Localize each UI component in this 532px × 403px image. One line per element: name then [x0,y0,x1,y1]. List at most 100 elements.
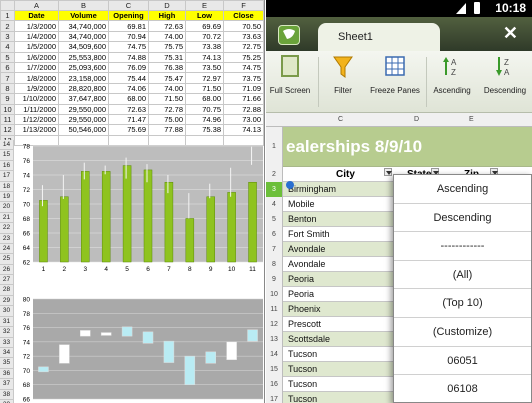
table-cell[interactable]: 23,158,000 [58,72,109,84]
table-cell[interactable]: 72.97 [185,72,224,84]
table-cell[interactable]: 50,546,000 [58,124,109,136]
table-cell[interactable]: 72.78 [148,103,186,115]
row-number[interactable]: 27 [0,275,13,286]
table-cell[interactable]: 70.72 [185,30,224,43]
table-cell[interactable]: 1/8/2000 [14,72,59,84]
app-icon[interactable] [278,25,300,45]
city-cell[interactable]: Prescott [288,319,322,329]
row-number[interactable]: 9 [266,272,283,287]
row-number[interactable]: 7 [266,242,283,257]
row-number[interactable]: 21 [0,213,13,224]
table-cell[interactable]: 1/9/2000 [14,82,59,95]
row-number[interactable]: 12 [266,317,283,332]
table-cell[interactable]: 1/6/2000 [14,51,59,63]
table-cell[interactable]: 73.50 [185,61,224,74]
table-cell[interactable]: 75.69 [108,124,149,136]
table-cell[interactable]: 1/7/2000 [14,61,59,74]
table-cell[interactable]: 70.75 [185,103,224,115]
table-cell[interactable]: 1/3/2000 [14,20,59,32]
row-number[interactable]: 39 [0,400,13,403]
full-screen-button[interactable]: Full Screen [268,54,312,95]
row-number[interactable]: 5 [0,51,15,63]
table-cell[interactable]: 34,740,000 [58,20,109,32]
table-cell[interactable]: 73.63 [223,30,264,43]
row-number[interactable]: 11 [266,302,283,317]
row-number[interactable]: 18 [0,182,13,192]
row-number[interactable]: 31 [0,317,13,328]
row-number[interactable]: 38 [0,390,13,400]
row-number[interactable]: 15 [0,150,13,161]
dropdown-option[interactable]: Descending [394,204,531,233]
row-number[interactable]: 13 [266,332,283,347]
table-header-cell[interactable]: Date [14,9,59,22]
filter-arrow-city[interactable] [384,168,392,176]
table-cell[interactable]: 71.09 [223,82,264,95]
sort-descending-button[interactable]: Z A Descending [478,54,532,95]
col-header-e[interactable]: E [469,116,474,123]
table-cell[interactable]: 75.47 [148,72,186,84]
city-cell[interactable]: Birmingham [288,184,337,194]
city-cell[interactable]: Mobile [288,199,315,209]
table-header-cell[interactable]: Close [223,9,264,22]
row-number[interactable]: 10 [266,287,283,302]
table-cell[interactable]: 72.75 [223,41,264,53]
table-cell[interactable]: 71.50 [148,93,186,105]
row-number[interactable]: 16 [266,377,283,392]
city-cell[interactable]: Tucson [288,394,318,403]
table-cell[interactable]: 72.63 [148,20,186,32]
row-number[interactable]: 10 [0,103,15,115]
row-number[interactable]: 5 [266,212,283,227]
row-number[interactable]: 2 [0,20,15,32]
table-cell[interactable]: 70.50 [223,20,264,32]
dropdown-option[interactable]: 06051 [394,347,531,376]
table-cell[interactable]: 75.75 [148,41,186,53]
table-cell[interactable]: 73.00 [223,113,264,126]
col-header-e[interactable]: E [185,0,224,11]
row-number[interactable]: 7 [0,72,15,84]
table-header-cell[interactable]: Low [185,9,224,22]
table-cell[interactable]: 29,550,000 [58,103,109,115]
row-number[interactable]: 14 [0,140,13,151]
col-header-f[interactable]: F [223,0,264,11]
row-number[interactable]: 19 [0,192,13,203]
table-cell[interactable]: 74.88 [108,51,149,63]
row-number[interactable]: 32 [0,327,13,338]
table-cell[interactable]: 74.13 [223,124,264,136]
row-number[interactable]: 24 [0,244,13,255]
table-cell[interactable]: 37,647,800 [58,93,109,105]
table-cell[interactable]: 1/4/2000 [14,30,59,43]
table-cell[interactable]: 74.96 [185,113,224,126]
table-cell[interactable]: 29,550,000 [58,113,109,126]
table-cell[interactable]: 69.81 [108,20,149,32]
city-cell[interactable]: Phoenix [288,304,321,314]
table-cell[interactable]: 1/10/2000 [14,93,59,105]
table-cell[interactable]: 74.75 [223,61,264,74]
table-cell[interactable]: 75.00 [148,113,186,126]
col-header-b[interactable]: B [58,0,109,11]
freeze-panes-button[interactable]: Freeze Panes [368,54,422,95]
table-cell[interactable]: 77.88 [148,124,186,136]
row-number[interactable]: 3 [0,30,15,43]
row-number[interactable]: 25 [0,254,13,265]
dropdown-option[interactable]: (All) [394,261,531,290]
row-number[interactable]: 11 [0,113,15,126]
table-cell[interactable]: 34,740,000 [58,30,109,43]
row-number[interactable]: 6 [266,227,283,242]
city-cell[interactable]: Avondale [288,259,326,269]
row-number[interactable]: 4 [0,41,15,53]
dropdown-option[interactable]: Ascending [394,175,531,204]
selection-handle[interactable] [286,181,294,189]
row-number[interactable]: 26 [0,265,13,276]
row-number[interactable]: 3 [266,182,283,197]
table-cell[interactable]: 76.09 [108,61,149,74]
table-cell[interactable]: 25,553,800 [58,51,109,63]
row-number[interactable]: 34 [0,348,13,359]
row-number[interactable]: 16 [0,161,13,172]
tab-sheet1[interactable]: Sheet1 [318,23,440,51]
row-number[interactable]: 6 [0,61,15,74]
table-cell[interactable]: 70.94 [108,30,149,43]
table-cell[interactable]: 28,820,800 [58,82,109,95]
table-cell[interactable]: 71.47 [108,113,149,126]
col-header-c[interactable]: C [338,116,344,123]
col-header-d[interactable]: D [148,0,186,11]
